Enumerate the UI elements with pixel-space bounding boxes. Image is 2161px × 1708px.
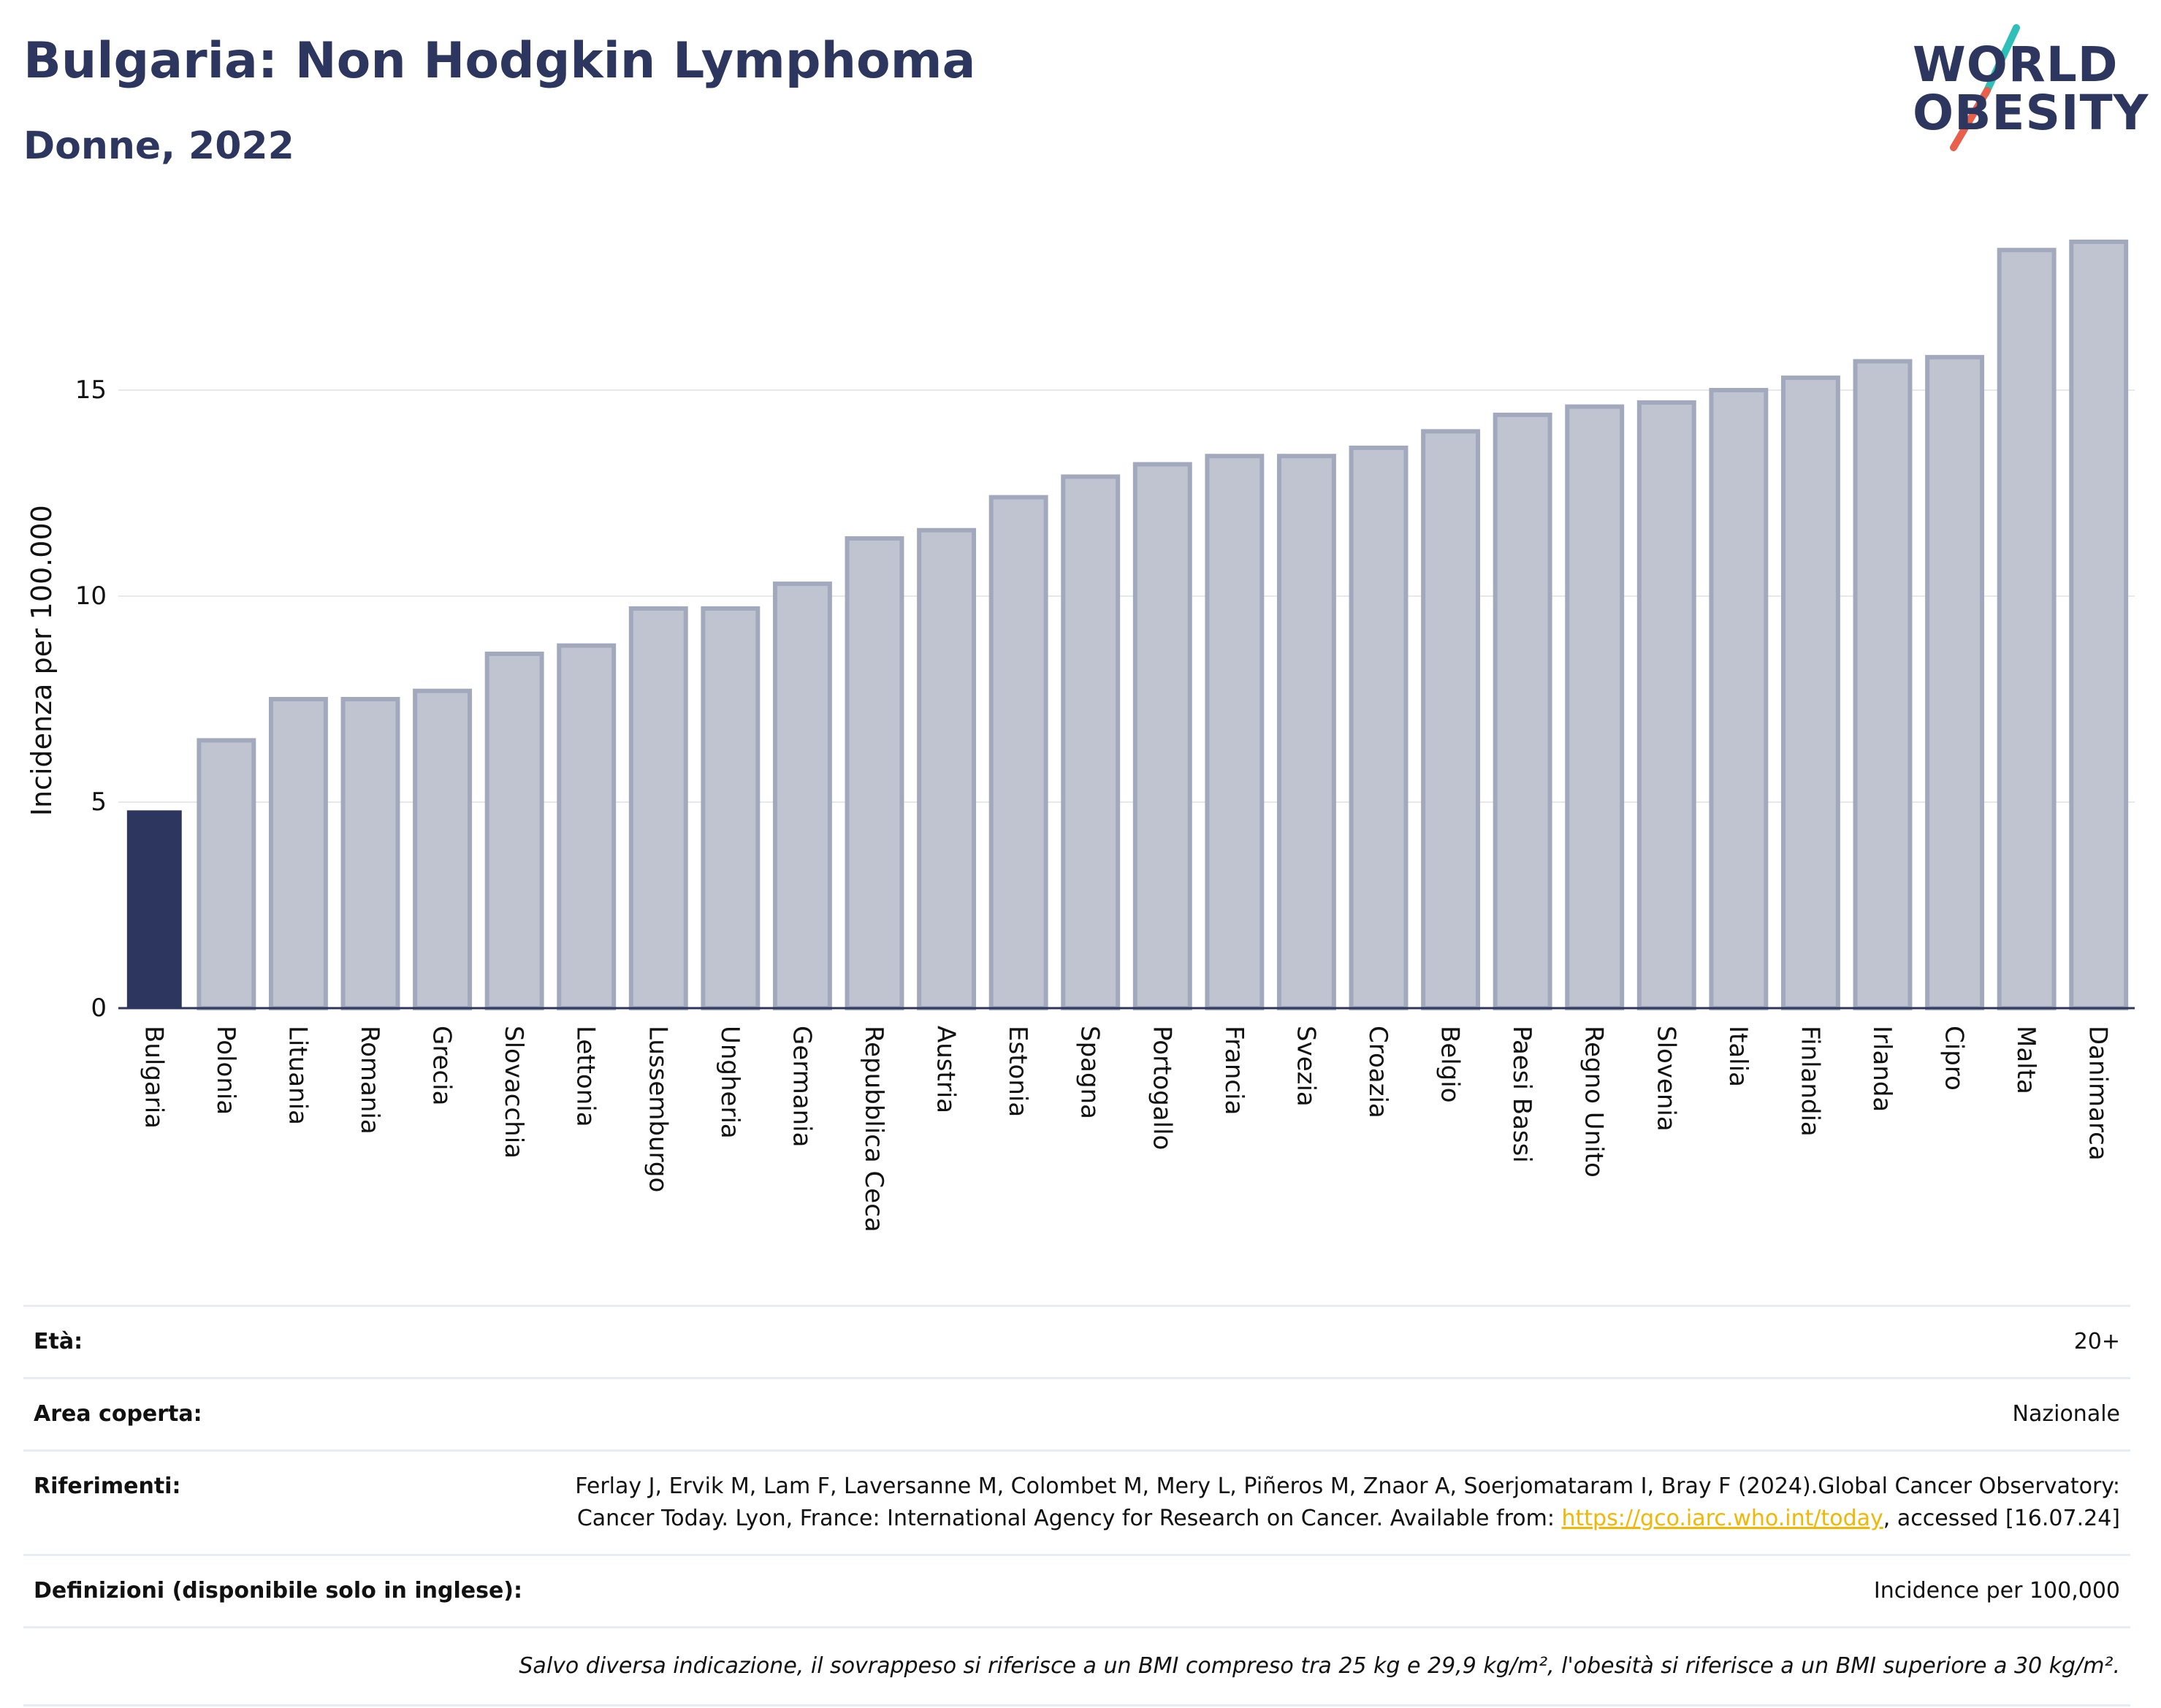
bar-italia bbox=[1709, 388, 1769, 1010]
bar-germania bbox=[772, 582, 832, 1010]
x-label-croazia: Croazia bbox=[1363, 1026, 1392, 1118]
x-label-paesi-bassi: Paesi Bassi bbox=[1507, 1026, 1536, 1163]
x-label-germania: Germania bbox=[787, 1026, 816, 1147]
bmi-note: Salvo diversa indicazione, il sovrappeso… bbox=[23, 1626, 2130, 1707]
bar-estonia bbox=[988, 495, 1048, 1010]
x-label-polonia: Polonia bbox=[211, 1026, 240, 1115]
x-label-repubblica-ceca: Repubblica Ceca bbox=[859, 1026, 888, 1232]
bar-francia bbox=[1205, 454, 1265, 1010]
bar-regno-unito bbox=[1565, 404, 1625, 1010]
x-label-malta: Malta bbox=[2011, 1026, 2040, 1094]
logo-slash-teal bbox=[1982, 24, 2020, 97]
x-label-finlandia: Finlandia bbox=[1795, 1026, 1824, 1137]
x-label-regno-unito: Regno Unito bbox=[1579, 1026, 1609, 1178]
bar-austria bbox=[917, 527, 977, 1010]
y-tick-label-15: 15 bbox=[75, 375, 107, 405]
info-table: Età: 20+ Area coperta: Nazionale Riferim… bbox=[23, 1305, 2130, 1707]
bar-malta bbox=[1997, 248, 2057, 1011]
bar-slovacchia bbox=[484, 651, 544, 1011]
bar-slovenia bbox=[1636, 400, 1696, 1011]
x-label-francia: Francia bbox=[1219, 1026, 1249, 1115]
bars bbox=[126, 239, 2129, 1011]
x-label-estonia: Estonia bbox=[1003, 1026, 1032, 1117]
x-label-spagna: Spagna bbox=[1075, 1026, 1105, 1119]
bar-polonia bbox=[197, 738, 256, 1011]
logo-text-obesity: OBESITY bbox=[1913, 85, 2149, 141]
bar-irlanda bbox=[1853, 359, 1913, 1010]
age-value: 20+ bbox=[533, 1305, 2130, 1379]
x-label-lituania: Lituania bbox=[283, 1026, 312, 1125]
logo-slash-coral bbox=[1950, 87, 1991, 151]
bar-finlandia bbox=[1780, 375, 1840, 1010]
age-label: Età: bbox=[23, 1305, 533, 1379]
x-label-svezia: Svezia bbox=[1291, 1026, 1320, 1107]
bar-portogallo bbox=[1132, 462, 1192, 1010]
bar-repubblica-ceca bbox=[845, 536, 904, 1011]
references-value: Ferlay J, Ervik M, Lam F, Laversanne M, … bbox=[533, 1449, 2130, 1555]
chart-title: Bulgaria: Non Hodgkin Lymphoma bbox=[23, 32, 976, 90]
coverage-value: Nazionale bbox=[533, 1377, 2130, 1451]
x-label-lettonia: Lettonia bbox=[571, 1026, 601, 1127]
bar-lettonia bbox=[557, 643, 617, 1010]
bar-svezia bbox=[1276, 454, 1336, 1010]
references-suffix: , accessed [16.07.24] bbox=[1883, 1506, 2120, 1531]
x-label-slovacchia: Slovacchia bbox=[499, 1026, 528, 1159]
x-label-danimarca: Danimarca bbox=[2084, 1026, 2113, 1161]
bar-lussemburgo bbox=[628, 606, 688, 1010]
bar-spagna bbox=[1061, 474, 1121, 1010]
world-obesity-logo: WORLD OBESITY bbox=[1899, 22, 2148, 153]
x-label-italia: Italia bbox=[1723, 1026, 1753, 1087]
x-label-belgio: Belgio bbox=[1436, 1026, 1465, 1103]
bar-cipro bbox=[1925, 354, 1985, 1010]
y-tick-label-5: 5 bbox=[91, 788, 107, 817]
definitions-value: Incidence per 100,000 bbox=[533, 1554, 2130, 1628]
x-label-bulgaria: Bulgaria bbox=[139, 1026, 168, 1129]
x-label-romania: Romania bbox=[355, 1026, 384, 1135]
x-label-slovenia: Slovenia bbox=[1651, 1026, 1680, 1132]
bar-croazia bbox=[1349, 445, 1409, 1010]
bar-ungheria bbox=[701, 606, 761, 1010]
info-row-age: Età: 20+ bbox=[23, 1305, 2130, 1379]
x-axis-labels: Bulgaria Polonia Lituania Romania Grecia Slov… bbox=[139, 1026, 2112, 1232]
references-text: Ferlay J, Ervik M, Lam F, Laversanne M, … bbox=[575, 1473, 2120, 1531]
x-label-austria: Austria bbox=[931, 1026, 961, 1113]
logo-slash-icon bbox=[1950, 24, 2020, 151]
bar-bulgaria bbox=[126, 810, 182, 1008]
chart-subtitle: Donne, 2022 bbox=[23, 124, 294, 168]
info-row-note: Salvo diversa indicazione, il sovrappeso… bbox=[23, 1626, 2130, 1707]
bar-chart: 0 5 10 15 Bulgaria Polonia Lituania Romania Gre… bbox=[26, 239, 2135, 1232]
x-label-ungheria: Ungheria bbox=[715, 1026, 744, 1139]
y-axis-label: Incidenza per 100.000 bbox=[26, 505, 58, 816]
coverage-label: Area coperta: bbox=[23, 1377, 533, 1451]
info-row-definitions: Definizioni (disponibile solo in inglese… bbox=[23, 1554, 2130, 1628]
info-row-coverage: Area coperta: Nazionale bbox=[23, 1377, 2130, 1451]
references-link[interactable]: https://gco.iarc.who.int/today bbox=[1561, 1506, 1883, 1531]
y-tick-label-0: 0 bbox=[91, 994, 107, 1023]
references-label: Riferimenti: bbox=[23, 1449, 533, 1555]
bar-lituania bbox=[268, 697, 328, 1010]
bar-danimarca bbox=[2069, 239, 2129, 1011]
x-label-lussemburgo: Lussemburgo bbox=[643, 1026, 672, 1192]
x-label-portogallo: Portogallo bbox=[1147, 1026, 1176, 1150]
definitions-label: Definizioni (disponibile solo in inglese… bbox=[23, 1554, 533, 1628]
info-row-references: Riferimenti: Ferlay J, Ervik M, Lam F, L… bbox=[23, 1449, 2130, 1555]
bar-paesi-bassi bbox=[1493, 412, 1552, 1010]
x-label-irlanda: Irlanda bbox=[1867, 1026, 1897, 1112]
x-label-cipro: Cipro bbox=[1940, 1026, 1969, 1091]
bar-belgio bbox=[1421, 429, 1481, 1010]
y-tick-label-10: 10 bbox=[75, 582, 107, 611]
bar-romania bbox=[340, 697, 400, 1010]
y-axis-ticks: 0 5 10 15 bbox=[75, 375, 107, 1023]
logo-text-world: WORLD bbox=[1913, 37, 2119, 93]
x-label-grecia: Grecia bbox=[427, 1026, 457, 1105]
bar-grecia bbox=[413, 688, 473, 1010]
